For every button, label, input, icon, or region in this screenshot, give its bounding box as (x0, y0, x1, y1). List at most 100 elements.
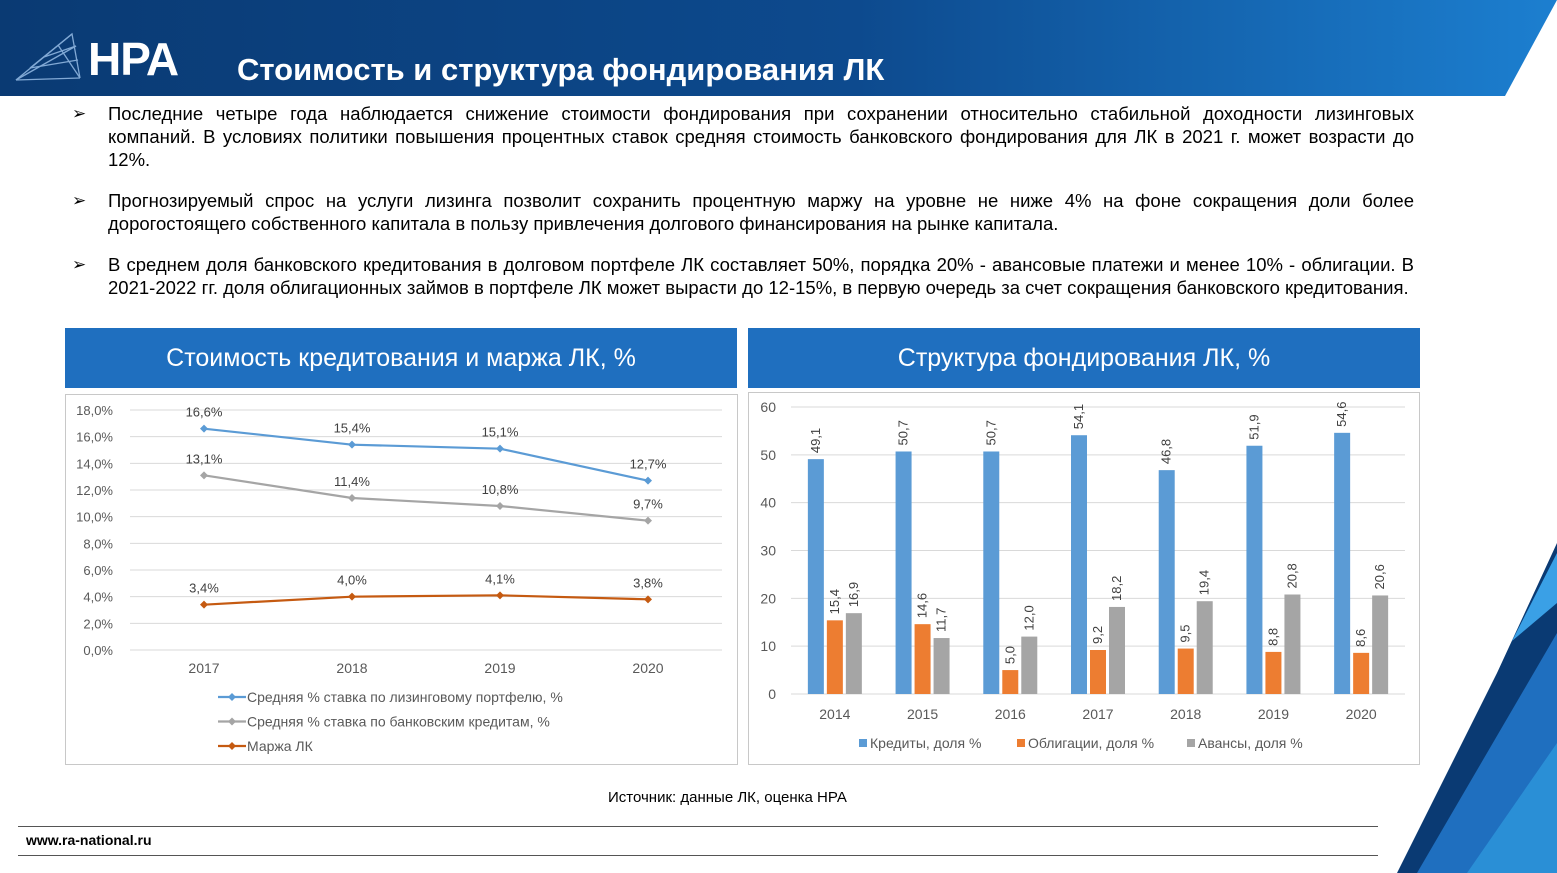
corner-decoration (1397, 543, 1557, 873)
bar (1353, 652, 1370, 694)
y-tick-label: 18,0% (76, 403, 113, 418)
footer-divider-top (18, 826, 1378, 827)
header-background (0, 0, 1557, 96)
data-point (644, 476, 652, 485)
bar (914, 624, 931, 694)
data-label: 13,1% (186, 451, 223, 466)
data-label: 11,4% (334, 474, 370, 489)
bar (1246, 445, 1263, 694)
data-label: 8,6 (1353, 629, 1368, 647)
data-label: 51,9 (1246, 414, 1261, 439)
x-tick-label: 2017 (188, 660, 219, 676)
data-point (200, 600, 208, 609)
data-label: 9,5 (1178, 624, 1193, 642)
data-label: 4,0% (337, 573, 367, 588)
legend-label: Маржа ЛК (247, 738, 314, 754)
data-point (496, 444, 504, 453)
legend-swatch (859, 739, 867, 747)
y-tick-label: 30 (760, 543, 776, 559)
bar (1071, 435, 1087, 694)
y-tick-label: 6,0% (83, 563, 113, 578)
x-tick-label: 2015 (907, 706, 938, 722)
data-point (348, 494, 356, 502)
y-tick-label: 40 (760, 495, 776, 511)
bar (845, 613, 862, 694)
legend-swatch (1187, 739, 1195, 747)
data-label: 16,9 (846, 582, 861, 607)
x-tick-label: 2019 (484, 660, 515, 676)
data-label: 5,0 (1002, 646, 1017, 664)
y-tick-label: 50 (760, 447, 776, 463)
bar (1021, 636, 1038, 694)
y-tick-label: 2,0% (83, 616, 113, 631)
data-label: 12,0 (1021, 605, 1036, 630)
website-link[interactable]: www.ra-national.ru (26, 832, 152, 848)
series-line (203, 474, 649, 522)
bar-chart-title: Структура фондирования ЛК, % (748, 328, 1420, 388)
data-label: 20,8 (1284, 563, 1299, 588)
x-tick-label: 2020 (632, 660, 663, 676)
arrow-bullet-icon: ➢ (72, 104, 87, 123)
data-label: 15,4 (827, 589, 842, 614)
data-point (348, 592, 356, 601)
data-label: 4,1% (485, 571, 515, 586)
data-label: 50,7 (896, 420, 911, 445)
x-tick-label: 2017 (1082, 706, 1113, 722)
y-tick-label: 4,0% (83, 590, 113, 605)
data-point (496, 502, 504, 510)
data-point (200, 424, 208, 433)
line-chart-panel: 0,0% 2,0% 4,0% 6,0% 8,0% 10,0% 12,0% 14,0% 16,0%… (65, 394, 738, 765)
data-label: 54,1 (1071, 404, 1086, 429)
x-tick-label: 2019 (1258, 706, 1289, 722)
data-label: 11,7 (934, 608, 949, 632)
legend-label: Авансы, доля % (1198, 735, 1303, 751)
legend-label: Кредиты, доля % (870, 735, 981, 751)
data-label: 15,4% (334, 421, 371, 436)
page-title: Стоимость и структура фондирования ЛК (237, 52, 885, 87)
bar-chart: 0 10 20 30 40 50 60 2014 49,1 15,4 16,9 2015 50,7 14,… (760, 399, 1405, 751)
bar (1158, 470, 1175, 694)
bar (983, 451, 1000, 694)
data-label: 14,6 (915, 593, 930, 618)
y-tick-label: 60 (760, 399, 776, 415)
x-tick-label: 2014 (819, 706, 850, 722)
x-tick-label: 2020 (1346, 706, 1377, 722)
y-tick-label: 0 (768, 686, 776, 702)
x-tick-label: 2018 (336, 660, 367, 676)
series-line (203, 594, 649, 606)
legend-label: Средняя % ставка по банковским кредитам,… (247, 714, 550, 730)
data-label: 12,7% (630, 457, 667, 472)
x-tick-label: 2016 (995, 706, 1026, 722)
bullet-list: ➢ Последние четыре года наблюдается сниже… (72, 102, 1414, 317)
bar (1284, 594, 1301, 694)
bar (1177, 648, 1194, 694)
bar (1109, 606, 1125, 694)
data-label: 19,4 (1197, 570, 1212, 595)
bar (895, 451, 912, 694)
y-tick-label: 10,0% (76, 510, 113, 525)
y-tick-label: 12,0% (76, 483, 113, 498)
source-note: Источник: данные ЛК, оценка НРА (608, 789, 847, 806)
y-tick-label: 16,0% (76, 430, 113, 445)
bullet-item: ➢ Прогнозируемый спрос на услуги лизинга … (72, 190, 1414, 234)
line-chart: 0,0% 2,0% 4,0% 6,0% 8,0% 10,0% 12,0% 14,0% 16,0%… (76, 403, 722, 754)
y-tick-label: 14,0% (76, 456, 113, 471)
legend-marker (228, 693, 236, 701)
series-line (203, 427, 649, 482)
data-point (200, 471, 208, 480)
footer-divider-bottom (18, 855, 1378, 856)
data-point (644, 595, 652, 604)
data-label: 3,4% (189, 581, 219, 596)
legend-marker (228, 742, 236, 750)
bar (1002, 670, 1019, 694)
bar (1372, 595, 1389, 694)
data-label: 9,2 (1090, 626, 1105, 644)
data-label: 10,8% (482, 482, 519, 497)
x-tick-label: 2018 (1170, 706, 1201, 722)
bar (1265, 651, 1282, 694)
data-label: 20,6 (1372, 564, 1387, 589)
bullet-item: ➢ Последние четыре года наблюдается сниже… (72, 103, 1414, 170)
data-label: 50,7 (983, 420, 998, 445)
data-label: 9,7% (633, 497, 663, 512)
data-label: 3,8% (633, 575, 663, 590)
